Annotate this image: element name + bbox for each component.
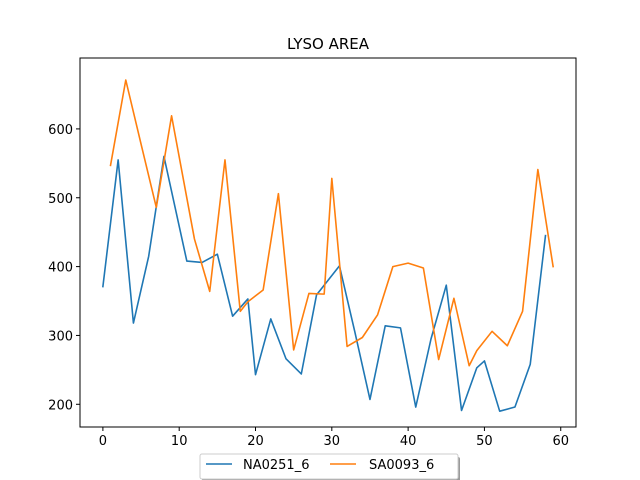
y-tick-label: 400: [48, 261, 73, 276]
chart-title: LYSO AREA: [287, 35, 370, 53]
y-tick-label: 200: [48, 398, 73, 413]
legend-label-series-2: SA0093_6: [369, 458, 434, 473]
y-tick-label: 600: [48, 123, 73, 138]
series-line-1: [102, 155, 547, 412]
x-tick-label: 50: [476, 434, 493, 449]
y-tick-label: 500: [48, 192, 73, 207]
legend-box: [199, 453, 459, 480]
series-line-2: [109, 79, 555, 367]
x-tick-label: 60: [552, 434, 569, 449]
x-tick-label: 20: [247, 434, 264, 449]
x-tick-label: 30: [324, 434, 341, 449]
x-tick-label: 0: [99, 434, 107, 449]
x-tick-label: 40: [400, 434, 417, 449]
axes: 0 10 20 30 40 50 60 200 300 400 500 600: [48, 57, 577, 449]
x-tick-label: 10: [171, 434, 188, 449]
axes-frame: [79, 57, 577, 428]
legend: NA0251_6 SA0093_6: [199, 453, 460, 480]
y-tick-label: 300: [48, 329, 73, 344]
plot-area: [102, 79, 555, 412]
legend-label-series-1: NA0251_6: [243, 458, 309, 473]
